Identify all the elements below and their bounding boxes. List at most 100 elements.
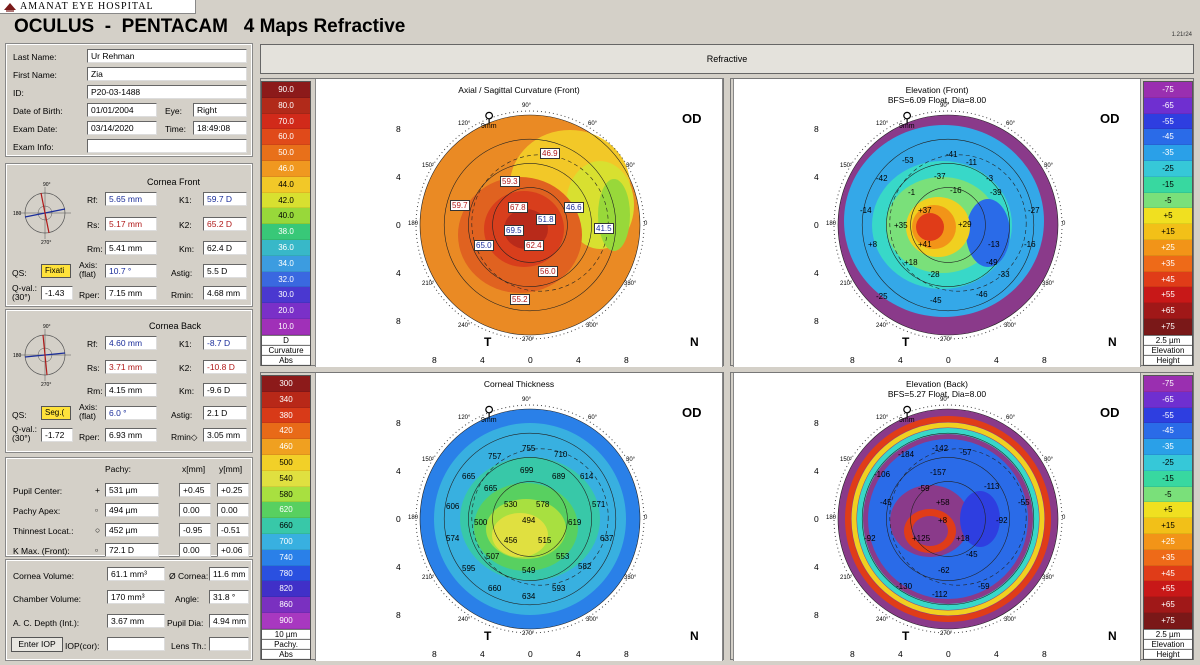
pupil-ring — [889, 448, 1027, 586]
scale-step: 80.0 — [262, 97, 310, 114]
map-ring — [492, 481, 568, 557]
pupil-dia-value: 4.94 mm — [209, 614, 249, 628]
lens-thickness-field[interactable] — [209, 637, 249, 651]
map-elev-front[interactable]: -75 -65 -55 -45 -35 -25 -15 -5 +5 +15 +25 +35 +45 +55… — [730, 78, 1194, 367]
exam-info-field[interactable] — [87, 139, 247, 153]
degree-ring — [833, 404, 1063, 634]
last-name-field[interactable]: Ur Rehman — [87, 49, 247, 63]
scale-step: +75 — [1144, 612, 1192, 629]
map-plot[interactable]: Axial / Sagittal Curvature (Front) 8 8 4 4 0 0… — [315, 79, 723, 367]
color-scale: 300 340 380 420 460 500 540 580 620 660 700 740 780 8… — [261, 375, 311, 660]
scale-step: +25 — [1144, 533, 1192, 550]
pachy-row-x: +0.45 — [179, 483, 211, 497]
scale-step: -55 — [1144, 407, 1192, 424]
scale-step: 660 — [262, 518, 310, 534]
exam-date-field[interactable]: 03/14/2020 — [87, 121, 157, 135]
enter-iop-button[interactable]: Enter IOP — [11, 637, 63, 652]
degree-ring — [415, 404, 645, 634]
time-field[interactable]: 18:49:08 — [193, 121, 247, 135]
svg-text:180: 180 — [13, 211, 22, 217]
scale-step: +55 — [1144, 287, 1192, 304]
scale-step: +55 — [1144, 581, 1192, 598]
back-axis-label: Axis: (flat) — [79, 402, 98, 421]
scale-step: 42.0 — [262, 192, 310, 209]
back-rs-value: 3.71 mm — [105, 360, 157, 374]
back-astig-value: 2.1 D — [203, 406, 247, 420]
pachy-row-symbol-icon: + — [95, 485, 100, 495]
exam-info-label: Exam Info: — [13, 142, 54, 152]
scale-step: -35 — [1144, 439, 1192, 455]
pachy-row-value: 452 µm — [105, 523, 159, 537]
scale-step: -25 — [1144, 160, 1192, 177]
cornea-volume-label: Cornea Volume: — [13, 571, 74, 581]
id-label: ID: — [13, 88, 24, 98]
iop-field[interactable] — [107, 637, 165, 651]
map-title-text: Elevation (Back) — [906, 379, 968, 389]
map-plot[interactable]: Corneal Thickness 8 8 4 4 0 0 4 4 8 8 90° 270° 0 180 60… — [315, 373, 723, 661]
scale-step: 44.0 — [262, 176, 310, 193]
map-svg — [415, 404, 645, 634]
scale-foot-1: Elevation — [1144, 344, 1192, 355]
scale-step: +65 — [1144, 303, 1192, 319]
map-ring — [443, 138, 617, 312]
scale-step: -75 — [1144, 376, 1192, 392]
front-rm-value: 5.41 mm — [105, 241, 157, 255]
map-elev-back[interactable]: -75 -65 -55 -45 -35 -25 -15 -5 +5 +15 +25 +35 +45 +55… — [730, 372, 1194, 661]
eye-label: Eye: — [165, 106, 183, 116]
color-scale: -75 -65 -55 -45 -35 -25 -15 -5 +5 +15 +25 +35 +45 +55… — [1143, 375, 1193, 660]
scale-step: 580 — [262, 486, 310, 503]
map-plot[interactable]: Elevation (Front) BFS=6.09 Float, Dia=8.0… — [733, 79, 1141, 367]
acd-value: 3.67 mm — [107, 614, 165, 628]
back-rf-value: 4.60 mm — [105, 336, 157, 350]
map-title-text: Axial / Sagittal Curvature (Front) — [458, 85, 580, 95]
back-qs-badge[interactable]: Seg.( — [41, 406, 71, 420]
map-title-text: Corneal Thickness — [483, 379, 555, 389]
scale-step: 34.0 — [262, 255, 310, 272]
scale-step: -5 — [1144, 486, 1192, 503]
cornea-front-title: Cornea Front — [147, 177, 201, 187]
pachy-row-symbol-icon: ○ — [95, 525, 101, 535]
col-y: y[mm] — [219, 464, 243, 474]
back-axis-value: 6.0 ° — [105, 406, 157, 420]
scale-step: 30.0 — [262, 287, 310, 304]
cornea-diameter-value: 11.6 mm — [209, 567, 249, 581]
eye-field[interactable]: Right — [193, 103, 247, 117]
scale-step: -65 — [1144, 391, 1192, 408]
svg-text:90°: 90° — [43, 182, 51, 188]
scale-step: -5 — [1144, 192, 1192, 209]
front-axis-diagram-icon: 90° 270° 180 — [13, 182, 71, 245]
svg-text:270°: 270° — [41, 240, 51, 245]
first-name-field[interactable]: Zia — [87, 67, 247, 81]
map-thickness[interactable]: 300 340 380 420 460 500 540 580 620 660 700 740 780 8… — [260, 372, 724, 661]
pupil-dia-label: Pupil Dia: — [167, 618, 204, 628]
back-astig-label: Astig: — [171, 410, 193, 420]
scale-step: 620 — [262, 502, 310, 519]
map-axial[interactable]: 90.0 80.0 70.0 60.0 50.0 46.0 44.0 42.0 40.0 38.0… — [260, 78, 724, 367]
front-rs-label: Rs: — [87, 220, 100, 230]
refractive-header: Refractive — [260, 44, 1194, 74]
scale-step: 40.0 — [262, 208, 310, 225]
dob-field[interactable]: 01/01/2004 — [87, 103, 157, 117]
scale-step: 46.0 — [262, 160, 310, 177]
scale-step: 50.0 — [262, 145, 310, 161]
scale-foot-1: Elevation — [1144, 638, 1192, 649]
front-qs-badge[interactable]: Fixati — [41, 264, 71, 278]
scale-step: +5 — [1144, 208, 1192, 225]
svg-text:90°: 90° — [43, 324, 51, 330]
scale-step: +75 — [1144, 318, 1192, 335]
scale-step: -25 — [1144, 454, 1192, 471]
version-label: 1.21r24 — [1171, 32, 1192, 38]
scale-foot-1: Curvature — [262, 344, 310, 355]
page-title: OCULUS - PENTACAM 4 Maps Refractive — [14, 16, 406, 37]
back-axis-diagram-icon: 90° 270° 180 — [13, 324, 71, 387]
last-name-label: Last Name: — [13, 52, 57, 62]
scale-unit: D — [262, 334, 310, 345]
back-rf-label: Rf: — [87, 339, 98, 349]
map-title: Elevation (Back) BFS=5.27 Float, Dia=8.00 — [734, 379, 1140, 399]
pachy-row-y: -0.51 — [217, 523, 249, 537]
scale-step: 740 — [262, 549, 310, 566]
front-rs-value: 5.17 mm — [105, 217, 157, 231]
pachy-row-label: K Max. (Front): — [13, 546, 70, 556]
map-plot[interactable]: Elevation (Back) BFS=5.27 Float, Dia=8.00… — [733, 373, 1141, 661]
id-field[interactable]: P20-03-1488 — [87, 85, 247, 99]
